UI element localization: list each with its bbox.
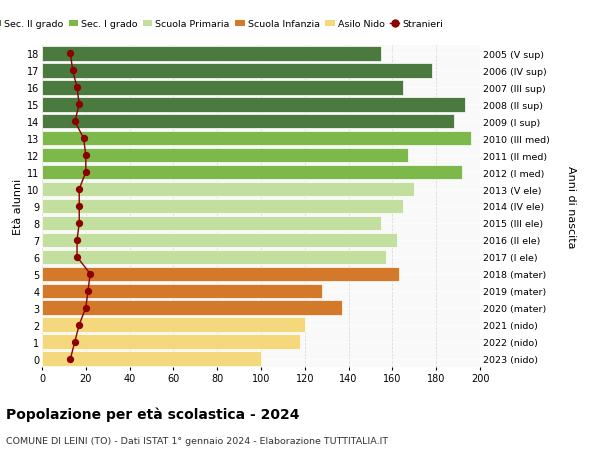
Bar [42,250,386,264]
Bar [42,166,463,180]
Point [65,355,75,363]
Point [81,169,91,176]
Bar [42,335,301,349]
Bar [42,47,382,62]
Bar [42,216,382,230]
Point [74,203,84,210]
Bar [42,81,403,95]
Point [65,50,75,58]
Bar [42,284,322,298]
Point [72,84,82,92]
Point [83,287,93,295]
Y-axis label: Anni di nascita: Anni di nascita [566,165,577,248]
Point [79,135,88,143]
Bar [42,149,408,163]
Point [74,220,84,227]
Bar [42,98,464,112]
Text: COMUNE DI LEINI (TO) - Dati ISTAT 1° gennaio 2024 - Elaborazione TUTTITALIA.IT: COMUNE DI LEINI (TO) - Dati ISTAT 1° gen… [6,436,388,445]
Bar [42,199,403,214]
Bar [42,352,261,366]
Point [74,321,84,329]
Legend: Sec. II grado, Sec. I grado, Scuola Primaria, Scuola Infanzia, Asilo Nido, Stran: Sec. II grado, Sec. I grado, Scuola Prim… [0,20,443,29]
Bar [42,182,415,197]
Point [74,101,84,109]
Bar [42,132,471,146]
Point [85,270,95,278]
Point [81,304,91,312]
Bar [42,301,342,315]
Bar [42,115,454,129]
Point [68,67,77,75]
Bar [42,64,432,78]
Bar [42,267,399,281]
Point [74,186,84,193]
Point [72,254,82,261]
Bar [42,318,305,332]
Point [70,118,80,126]
Point [72,237,82,244]
Point [70,338,80,346]
Y-axis label: Età alunni: Età alunni [13,179,23,235]
Text: Popolazione per età scolastica - 2024: Popolazione per età scolastica - 2024 [6,406,299,421]
Point [81,152,91,159]
Bar [42,233,397,247]
